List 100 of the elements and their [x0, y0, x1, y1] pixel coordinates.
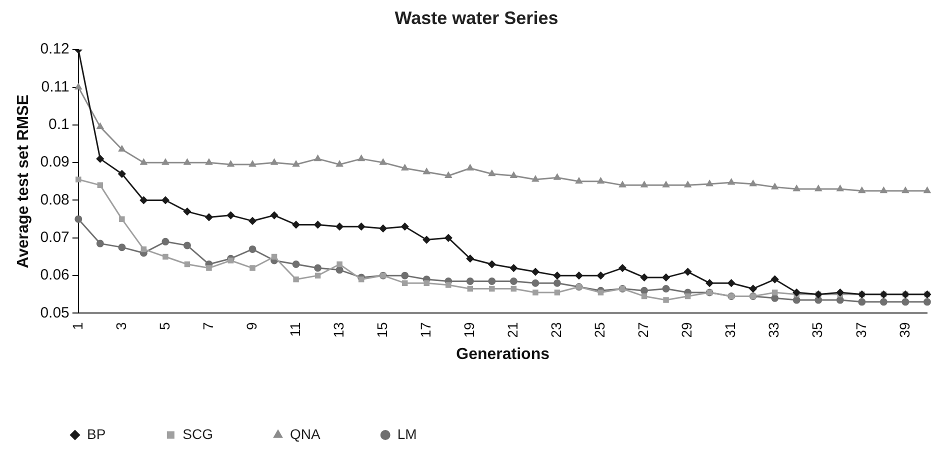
y-tick-label: 0.07 [40, 229, 70, 246]
x-tick-label: 39 [896, 322, 912, 338]
point [553, 272, 561, 280]
point [140, 158, 148, 165]
chart-title: Waste water Series [394, 8, 558, 28]
point [619, 181, 626, 188]
point [140, 246, 147, 252]
point [336, 261, 342, 268]
point [466, 164, 474, 170]
x-tick-label: 19 [461, 322, 478, 338]
point [488, 260, 496, 268]
point [880, 187, 888, 194]
point [662, 181, 670, 188]
point [728, 178, 735, 185]
x-tick-label: 31 [722, 322, 738, 338]
point [293, 276, 299, 282]
point [183, 208, 191, 216]
legend-label: LM [397, 426, 417, 442]
point [358, 155, 365, 162]
x-tick-label: 17 [417, 322, 434, 338]
point [902, 298, 910, 306]
point [815, 185, 822, 192]
x-tick-label: 3 [112, 322, 129, 330]
point [640, 286, 648, 294]
x-tick-label: 29 [678, 322, 695, 338]
point [358, 276, 364, 282]
point [836, 296, 844, 304]
x-tick-label: 15 [374, 322, 390, 338]
point [553, 279, 561, 287]
point [749, 285, 757, 292]
point [97, 182, 104, 188]
y-tick-label: 0.05 [40, 304, 70, 322]
point [402, 164, 408, 170]
y-tick-label: 0.06 [40, 266, 70, 284]
point [510, 277, 518, 285]
point [314, 155, 322, 162]
point [640, 274, 648, 282]
point [445, 172, 452, 178]
point [532, 176, 539, 182]
point [314, 220, 322, 228]
point [466, 254, 474, 262]
point [684, 268, 692, 276]
point [270, 158, 278, 165]
point [206, 265, 212, 271]
point [379, 224, 387, 232]
point [96, 240, 104, 248]
point [880, 298, 888, 306]
point [684, 181, 692, 188]
point [662, 285, 670, 292]
x-tick-label: 9 [243, 322, 260, 330]
y-tick-label: 0.11 [41, 78, 70, 96]
point [728, 279, 736, 287]
point [772, 290, 778, 296]
point [336, 160, 343, 167]
point [140, 196, 148, 204]
point [858, 298, 866, 306]
point [184, 158, 191, 165]
point [314, 272, 321, 278]
point [858, 187, 866, 194]
point [510, 172, 518, 178]
point [597, 178, 604, 184]
point [510, 286, 517, 292]
point [422, 236, 430, 244]
point [792, 288, 800, 296]
point [402, 280, 408, 286]
point [554, 174, 561, 180]
legend-label: BP [87, 426, 106, 442]
point [706, 279, 714, 287]
point [663, 297, 669, 303]
point [532, 279, 540, 287]
x-tick-label: 5 [156, 322, 172, 330]
point [793, 185, 800, 192]
point [446, 282, 452, 288]
point [466, 277, 474, 285]
point [750, 180, 756, 186]
point [249, 160, 256, 167]
point [74, 215, 82, 223]
point [96, 123, 104, 130]
x-tick-label: 21 [504, 322, 521, 338]
y-tick-label: 0.08 [40, 191, 70, 208]
point [119, 216, 125, 222]
point [314, 264, 322, 272]
x-tick-label: 13 [330, 322, 346, 338]
point [401, 222, 409, 230]
point [576, 178, 582, 184]
x-axis-title: Generations [456, 346, 550, 363]
point [532, 290, 538, 296]
point [248, 245, 256, 253]
point [596, 272, 604, 280]
point [444, 234, 452, 242]
point [336, 266, 344, 274]
point [924, 187, 931, 194]
point [488, 277, 496, 285]
legend-label: QNA [290, 426, 322, 442]
point [771, 294, 779, 302]
legend-label: SCG [182, 426, 214, 442]
point [618, 264, 626, 272]
point [575, 272, 583, 280]
point [118, 244, 126, 252]
x-tick-label: 11 [286, 322, 303, 337]
